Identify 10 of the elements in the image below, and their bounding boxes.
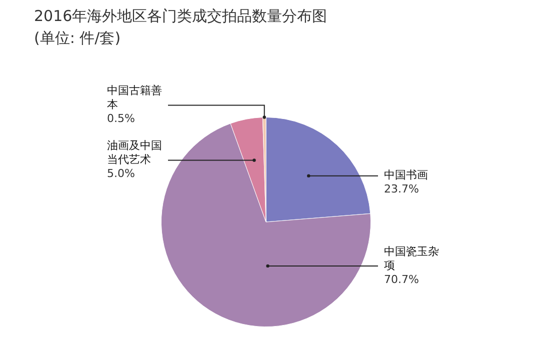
data-label: 23.7%: [384, 182, 419, 196]
data-label: 0.5%: [107, 112, 135, 126]
chart-subtitle: (单位: 件/套): [34, 28, 122, 49]
slice-label: 中国书画: [384, 168, 428, 182]
data-label: 5.0%: [107, 167, 135, 180]
chart-title: 2016年海外地区各门类成交拍品数量分布图: [34, 6, 328, 27]
slice-label: 中国古籍善本: [107, 84, 162, 112]
data-label: 70.7%: [384, 272, 419, 286]
slice-label: 中国瓷玉杂项: [384, 244, 439, 272]
slice-label: 油画及中国当代艺术: [107, 139, 162, 166]
